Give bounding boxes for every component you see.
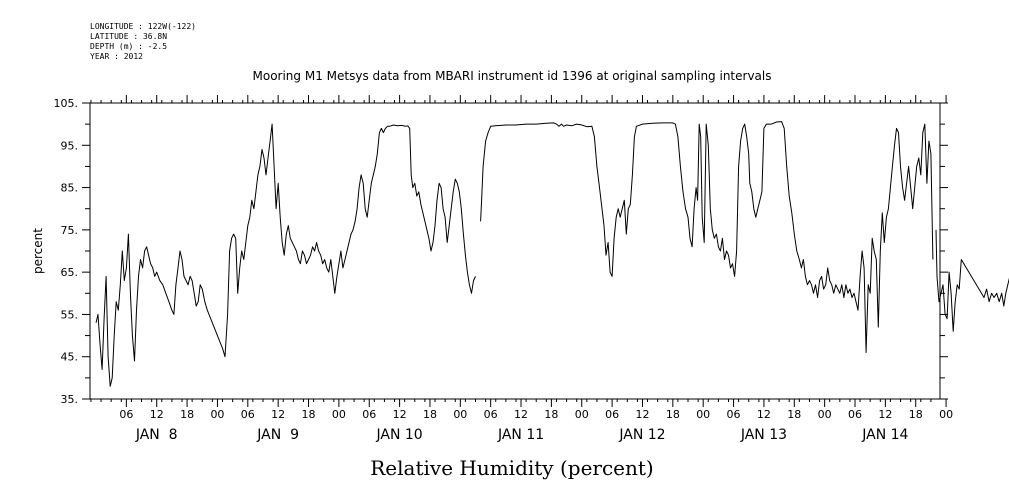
series-group	[95, 121, 1009, 387]
day-label: JAN 13	[740, 427, 787, 443]
meta-depth: DEPTH (m) : -2.5	[90, 42, 167, 51]
x-tick-label: 18	[180, 408, 194, 421]
x-tick-label: 18	[666, 408, 680, 421]
x-tick-label: 12	[757, 408, 771, 421]
x-tick-label: 00	[210, 408, 224, 421]
x-tick-label: 00	[939, 408, 953, 421]
day-label: JAN 11	[497, 427, 544, 443]
x-tick-label: 06	[119, 408, 133, 421]
plot-frame	[89, 102, 941, 400]
y-tick-label: 95.	[61, 139, 79, 152]
day-label: JAN 8	[135, 427, 178, 443]
x-tick-label: 18	[909, 408, 923, 421]
x-tick-label: 06	[605, 408, 619, 421]
y-tick-label: 75.	[61, 224, 79, 237]
x-axis-ticks: 06 12 18 00 06 12 18 00 06 12 18 00 06 12 18 00 06 12 18 00…	[119, 95, 953, 421]
y-tick-label: 55.	[61, 308, 79, 321]
series-line-segment	[95, 123, 476, 387]
x-tick-label: 18	[544, 408, 558, 421]
x-tick-label: 12	[150, 408, 164, 421]
x-tick-label: 00	[332, 408, 346, 421]
y-tick-label: 65.	[61, 266, 79, 279]
meta-year: YEAR : 2012	[90, 52, 143, 61]
x-tick-label: 12	[271, 408, 285, 421]
y-axis-ticks: 35. 45. 55. 65. 75. 85. 95. 105.	[54, 97, 948, 406]
meta-latitude: LATITUDE : 36.8N	[90, 32, 167, 41]
day-label: JAN 10	[375, 427, 422, 443]
y-tick-label: 45.	[61, 351, 79, 364]
metadata-block: LONGITUDE : 122W(-122) LATITUDE : 36.8N …	[90, 22, 196, 61]
day-label: JAN 14	[861, 427, 908, 443]
y-tick-label: 85.	[61, 182, 79, 195]
x-tick-label: 00	[818, 408, 832, 421]
x-tick-label: 12	[514, 408, 528, 421]
day-labels: JAN 8 JAN 9 JAN 10 JAN 11 JAN 12 JAN 13 JAN 14	[135, 427, 909, 443]
x-tick-label: 06	[362, 408, 376, 421]
minor-ticks	[90, 100, 932, 402]
x-tick-label: 06	[484, 408, 498, 421]
x-tick-label: 18	[423, 408, 437, 421]
x-axis-label: Relative Humidity (percent)	[370, 456, 653, 480]
x-tick-label: 00	[453, 408, 467, 421]
x-tick-label: 00	[575, 408, 589, 421]
series-line-segment	[480, 121, 934, 353]
x-tick-label: 12	[878, 408, 892, 421]
day-label: JAN 9	[256, 427, 299, 443]
chart-title: Mooring M1 Metsys data from MBARI instru…	[253, 69, 772, 83]
meta-longitude: LONGITUDE : 122W(-122)	[90, 22, 196, 31]
x-tick-label: 00	[696, 408, 710, 421]
x-tick-label: 06	[848, 408, 862, 421]
x-tick-label: 06	[241, 408, 255, 421]
x-tick-label: 12	[635, 408, 649, 421]
x-tick-label: 12	[393, 408, 407, 421]
y-tick-label: 35.	[61, 393, 79, 406]
y-axis-label: percent	[31, 228, 45, 274]
y-tick-label: 105.	[54, 97, 79, 110]
x-tick-label: 18	[787, 408, 801, 421]
x-tick-label: 06	[727, 408, 741, 421]
series-line-segment	[935, 229, 1009, 332]
x-tick-label: 18	[302, 408, 316, 421]
day-label: JAN 12	[618, 427, 665, 443]
